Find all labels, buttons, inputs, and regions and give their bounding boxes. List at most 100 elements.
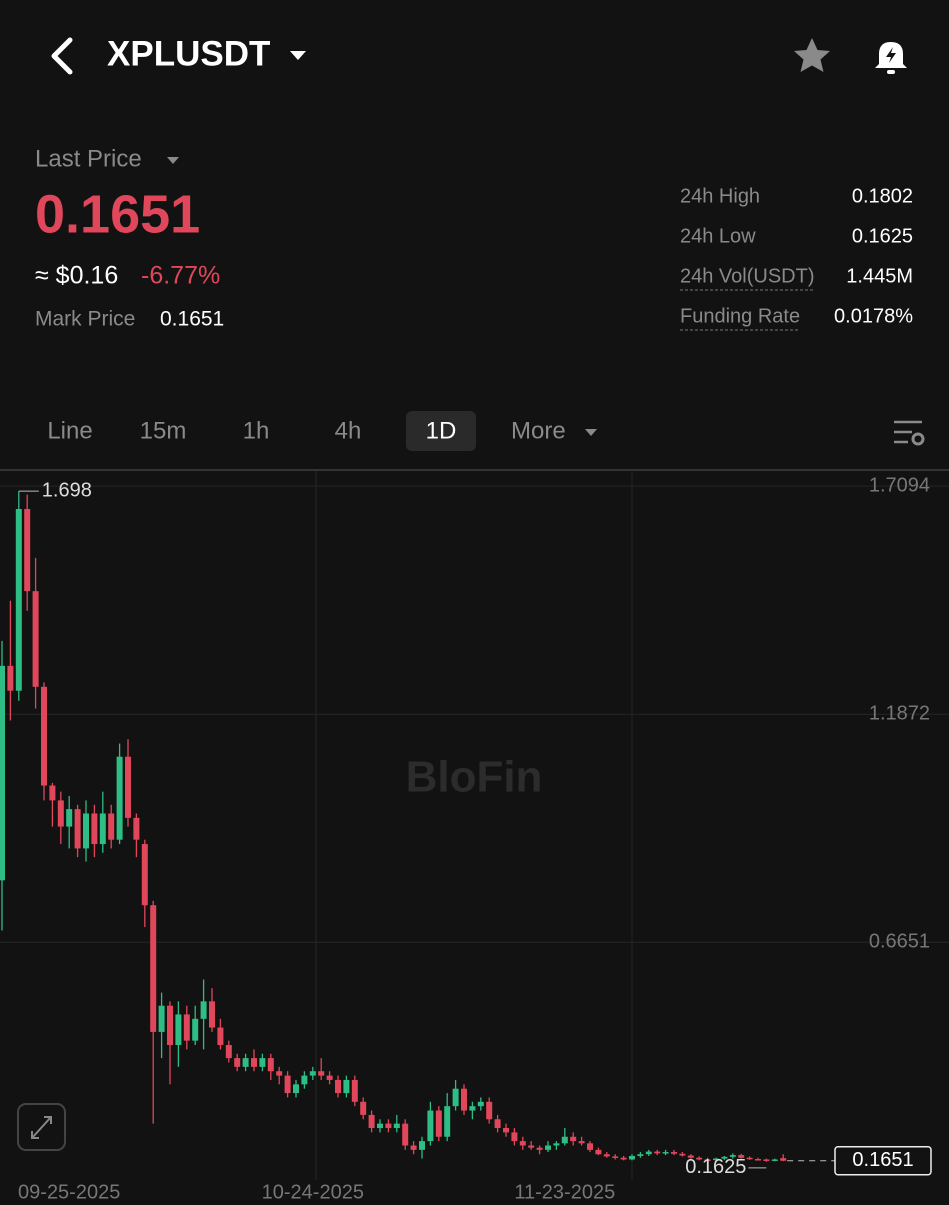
candle-body — [721, 1156, 728, 1159]
candle-body — [167, 1005, 173, 1046]
candle-body — [0, 665, 5, 881]
candle-body — [108, 813, 115, 840]
candle-body — [335, 1079, 341, 1094]
x-tick-label: 11-23-2025 — [514, 1181, 615, 1200]
tab[interactable]: 1h — [243, 417, 270, 444]
candle-body — [486, 1101, 493, 1120]
candle-body — [654, 1151, 661, 1154]
candle-body — [200, 1001, 207, 1019]
candle-body — [385, 1123, 392, 1129]
y-tick-label: 0.6651 — [869, 931, 930, 953]
candle-body — [15, 509, 22, 691]
candle-body — [141, 844, 148, 906]
candle-body — [461, 1088, 467, 1111]
candle-body — [116, 756, 123, 840]
candle-body — [620, 1157, 627, 1160]
candle-body — [309, 1071, 316, 1076]
approx-usd: ≈ $0.16 — [35, 262, 118, 290]
candle-body — [66, 809, 73, 827]
candle-body — [763, 1159, 770, 1161]
candle-body — [393, 1123, 400, 1129]
candle-body — [738, 1155, 745, 1158]
candle-body — [351, 1079, 358, 1102]
candle-body — [528, 1145, 535, 1148]
symbol[interactable]: XPLUSDT — [107, 34, 270, 73]
candle-body — [511, 1132, 518, 1142]
candle-body — [494, 1119, 501, 1129]
bell-clapper — [887, 70, 895, 74]
candle-body — [318, 1071, 325, 1076]
candle-body — [276, 1071, 283, 1076]
candle-body — [553, 1143, 560, 1146]
candle-body — [452, 1088, 459, 1107]
candle-body — [175, 1014, 182, 1046]
candle-body — [780, 1158, 787, 1161]
stat-value: 0.1802 — [852, 185, 913, 207]
candle-body — [99, 813, 106, 845]
chart-settings[interactable] — [894, 420, 925, 446]
tab[interactable]: 15m — [140, 417, 187, 444]
candle-body — [267, 1058, 274, 1072]
expand-arrows — [31, 1116, 52, 1139]
candle-body — [242, 1058, 249, 1067]
candle-body — [671, 1152, 677, 1154]
stat-value: 1.445M — [846, 265, 913, 287]
stats: 24h High 0.1802 24h Low 0.1625 24h Vol(USDT)… — [680, 185, 913, 331]
candle-body — [469, 1106, 476, 1111]
candle-body — [259, 1058, 266, 1067]
candle-body — [24, 509, 31, 592]
candle-body — [536, 1147, 543, 1150]
candle-body — [603, 1154, 610, 1157]
alert-bell[interactable] — [875, 42, 907, 74]
last-price-label[interactable]: Last Price — [35, 145, 142, 172]
last-price-dropdown[interactable] — [167, 157, 179, 164]
stat-value: 0.0178% — [834, 305, 913, 327]
last-price: 0.1651 — [35, 184, 200, 244]
candle-body — [57, 800, 64, 827]
stat-label: 24h Vol(USDT) — [680, 265, 815, 287]
tab-more[interactable]: More — [511, 417, 566, 444]
stat-label: 24h Low — [680, 225, 756, 247]
candle-body — [587, 1143, 593, 1150]
candle-body — [293, 1084, 299, 1094]
candle-body — [225, 1045, 232, 1059]
candle-body — [755, 1159, 761, 1161]
candle-body — [74, 809, 81, 849]
candle-body — [419, 1141, 425, 1150]
more-dropdown[interactable] — [585, 429, 597, 436]
low-marker: 0.1625 — [685, 1156, 746, 1178]
stat-label: Funding Rate — [680, 305, 800, 327]
candle-body — [645, 1151, 652, 1155]
tab[interactable]: Line — [47, 417, 92, 444]
candle-body — [284, 1075, 291, 1094]
back-button[interactable] — [51, 37, 73, 75]
candle-body — [595, 1149, 602, 1155]
candle-body — [234, 1058, 241, 1067]
candle-body — [183, 1014, 190, 1041]
candle-body — [561, 1136, 568, 1144]
tab[interactable]: 4h — [335, 417, 362, 444]
candle-body — [545, 1145, 551, 1150]
candle-body — [570, 1136, 577, 1142]
candle-body — [301, 1075, 308, 1085]
candle-body — [49, 785, 56, 801]
candle-body — [133, 817, 140, 840]
candle-body — [704, 1159, 711, 1161]
candle-body — [402, 1123, 409, 1146]
candle-body — [91, 813, 98, 845]
candle-body — [427, 1110, 434, 1142]
favorite-star[interactable] — [794, 38, 830, 72]
candle-body — [679, 1153, 686, 1156]
candle-body — [32, 591, 39, 687]
watermark: BloFin — [406, 753, 543, 802]
symbol-dropdown[interactable] — [290, 51, 306, 60]
mark-price: 0.1651 — [160, 308, 224, 331]
expand-button[interactable] — [17, 1103, 66, 1151]
candle-body — [612, 1156, 619, 1158]
tab-active[interactable]: 1D — [426, 417, 457, 444]
candle-body — [150, 905, 157, 1032]
x-tick-label: 09-25-2025 — [18, 1181, 120, 1200]
candle-body — [251, 1058, 257, 1067]
